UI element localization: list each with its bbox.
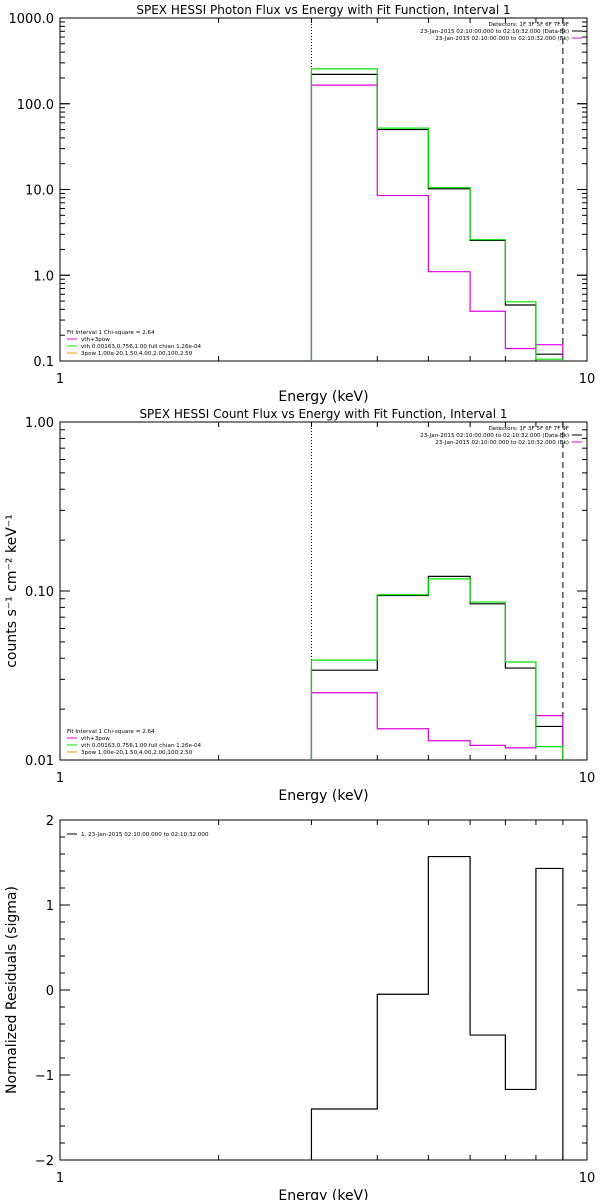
x-axis-label: Energy (keV) (278, 389, 368, 405)
y-tick-label: 1 (46, 899, 54, 914)
series-line (310, 575, 564, 760)
series-1 (310, 73, 564, 361)
legend-left-entry: vth+3pow (81, 337, 110, 343)
series-3 (310, 578, 564, 760)
y-tick-label: −2 (35, 1154, 54, 1169)
legend-left-entry: 3pow 1.00e-20,1.50,4.00,2.00,100,2.50 (81, 351, 193, 357)
y-tick-label: 0.01 (25, 754, 54, 769)
chart-title: SPEX HESSI Photon Flux vs Energy with Fi… (136, 3, 510, 17)
chart-panel-3: 1 10 −2 −1 0 1 2 Energy (keV) Normalized Residua… (4, 814, 595, 1200)
y-tick-label: 10.0 (25, 184, 54, 199)
y-tick-label: 2 (46, 814, 54, 829)
legend-right-entry: Detectors: 1F 3F 5F 6F 7F 9F (488, 426, 569, 432)
legend-left-entry: vth+3pow (81, 736, 110, 742)
chart-title: SPEX HESSI Count Flux vs Energy with Fit… (139, 407, 507, 421)
series-line (310, 68, 564, 361)
x-tick-label: 1 (56, 1171, 64, 1186)
x-axis-label: Energy (keV) (278, 788, 368, 804)
series-line (310, 73, 564, 361)
legend-right-entry: 23-Jan-2015 02:10:00.000 to 02:10:32.000… (435, 440, 569, 446)
series-line (310, 84, 564, 361)
legend-right-entry: 23-Jan-2015 02:10:00.000 to 02:10:32.000… (420, 433, 569, 439)
legend-right-entry: Detectors: 1F 3F 5F 6F 7F 9F (488, 22, 569, 28)
x-tick-label: 10 (579, 771, 596, 786)
y-axis-label: Normalized Residuals (sigma) (4, 886, 20, 1094)
chart-panel-1: SPEX HESSI Photon Flux vs Energy with Fi… (9, 3, 596, 405)
legend-left-entry: 3pow 1.00e-20,1.50,4.00,2.00,100,2.50 (81, 750, 193, 756)
plot-frame (59, 421, 588, 761)
y-tick-label: 1.00 (25, 416, 54, 431)
series-1 (310, 575, 564, 760)
series-line (310, 578, 564, 760)
legend-left-entry: vth 0.00163,0.756,1.00 full chian 1.26e-… (81, 743, 202, 749)
y-tick-label: 100.0 (17, 98, 54, 113)
y-tick-label: 1000.0 (9, 12, 55, 27)
series-2 (310, 84, 564, 361)
series-line (310, 855, 564, 1160)
y-tick-label: 1.0 (33, 269, 54, 284)
chart-panel-2: SPEX HESSI Count Flux vs Energy with Fit… (4, 407, 595, 804)
x-tick-label: 1 (56, 771, 64, 786)
x-tick-label: 10 (579, 1171, 596, 1186)
y-tick-label: −1 (35, 1069, 54, 1084)
y-tick-label: 0.10 (25, 585, 54, 600)
legend-right-entry: 23-Jan-2015 02:10:00.000 to 02:10:32.000… (420, 29, 569, 35)
x-axis-label: Energy (keV) (278, 1188, 368, 1200)
y-tick-label: 0 (46, 984, 54, 999)
legend-left-entry: 1. 23-Jan-2015 02:10:00.000 to 02:10:32.… (81, 832, 209, 838)
x-tick-label: 1 (56, 372, 64, 387)
series-3 (310, 68, 564, 361)
legend-left-entry: Fit Interval 1 Chi-square = 2.64 (67, 330, 155, 336)
y-tick-label: 0.1 (33, 355, 54, 370)
legend-left-entry: vth 0.00163,0.756,1.00 full chian 1.26e-… (81, 344, 202, 350)
legend-left-entry: Fit Interval 1 Chi-square = 2.64 (67, 729, 155, 735)
series-line (310, 692, 564, 760)
series-1 (310, 855, 564, 1160)
x-tick-label: 10 (579, 372, 596, 387)
y-axis-label: counts s⁻¹ cm⁻² keV⁻¹ (4, 514, 20, 668)
legend-right-entry: 23-Jan-2015 02:10:00.000 to 02:10:32.000… (435, 36, 569, 42)
series-2 (310, 692, 564, 760)
